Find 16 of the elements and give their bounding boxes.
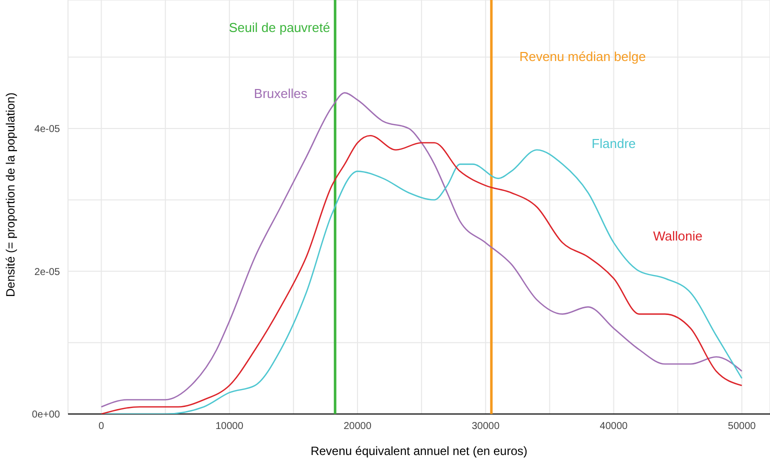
y-axis-title: Densité (= proportion de la population) <box>3 92 18 297</box>
ref-line-label: Revenu médian belge <box>519 49 646 64</box>
x-tick-label: 20000 <box>344 421 372 432</box>
y-tick-label: 2e-05 <box>34 266 60 278</box>
ref-line-label: Seuil de pauvreté <box>228 20 330 35</box>
y-tick-label: 0e+00 <box>32 410 60 421</box>
x-tick-label: 30000 <box>472 421 500 432</box>
x-tick-label: 0 <box>98 421 105 432</box>
x-tick-label: 40000 <box>600 421 628 432</box>
x-tick-label: 10000 <box>216 421 244 432</box>
text: Flandre <box>592 136 636 151</box>
x-axis-title: Revenu équivalent annuel net (en euros) <box>310 444 528 458</box>
series-label: Bruxelles <box>254 86 308 101</box>
x-tick-label: 50000 <box>728 421 756 432</box>
text: Wallonie <box>653 228 702 244</box>
y-tick-label: 4e-05 <box>34 124 60 136</box>
